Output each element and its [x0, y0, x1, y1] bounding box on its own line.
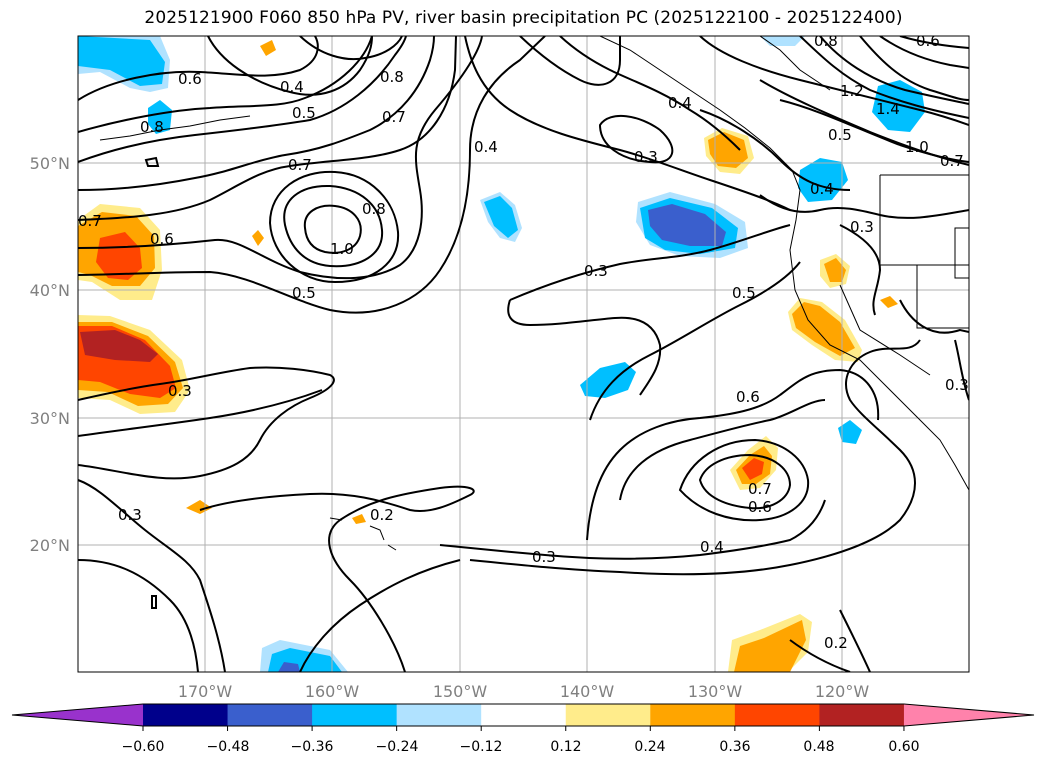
negative-anomaly-region: [78, 36, 165, 86]
contour-label: 0.3: [584, 262, 608, 280]
lon-tick: 130°W: [688, 682, 743, 701]
colorbar-label: −0.24: [376, 739, 419, 755]
colorbar-label: −0.12: [460, 739, 503, 755]
colorbar-segment: [143, 704, 229, 726]
colorbar-label: −0.48: [207, 739, 250, 755]
colorbar-segment: [396, 704, 482, 726]
contour-label: 0.6: [150, 230, 174, 248]
lat-tick: 40°N: [30, 281, 70, 300]
positive-anomaly-region: [792, 302, 855, 356]
colorbar-label: 0.60: [888, 739, 919, 755]
positive-anomaly-region: [96, 232, 142, 280]
colorbar-segment: [312, 704, 398, 726]
negative-anomaly-region: [872, 80, 925, 132]
contour-label: 0.4: [810, 180, 834, 198]
negative-anomaly-region: [484, 196, 518, 238]
contour-label: 0.4: [474, 138, 498, 156]
contour-label: 0.5: [292, 104, 316, 122]
positive-anomaly-region: [260, 40, 276, 56]
colorbar: [11, 703, 1035, 731]
map-title: 2025121900 F060 850 hPa PV, river basin …: [144, 8, 903, 28]
contour-label: 1.2: [840, 82, 864, 100]
negative-anomaly-region: [798, 158, 848, 202]
graticule: [78, 36, 969, 672]
contour-label: 0.3: [945, 376, 969, 394]
contour-label: 0.8: [140, 118, 164, 136]
longitude-ticks: 170°W 160°W 150°W 140°W 130°W 120°W: [178, 682, 870, 701]
positive-anomaly-region: [742, 458, 764, 480]
lon-tick: 150°W: [433, 682, 488, 701]
contour-label: 0.5: [732, 284, 756, 302]
contour-label: 0.2: [370, 506, 394, 524]
negative-anomaly-region: [278, 662, 300, 672]
lon-tick: 120°W: [815, 682, 870, 701]
contour-label: 0.7: [288, 156, 312, 174]
colorbar-segment: [819, 704, 905, 726]
contour-label: 0.6: [736, 388, 760, 406]
pv-contours: [78, 36, 969, 672]
contour-label: 0.3: [634, 148, 658, 166]
colorbar-segment: [903, 704, 1034, 726]
contour-label: 0.4: [280, 78, 304, 96]
contour-label: 0.7: [78, 212, 102, 230]
lon-tick: 160°W: [305, 682, 360, 701]
colorbar-label: −0.60: [122, 739, 165, 755]
colorbar-label: 0.12: [550, 739, 581, 755]
positive-anomaly-region: [880, 296, 898, 308]
positive-anomaly-region: [734, 620, 806, 672]
negative-anomaly-region: [838, 420, 862, 444]
negative-anomaly-region: [648, 204, 726, 246]
lat-tick: 30°N: [30, 409, 70, 428]
contour-label: 0.7: [382, 108, 406, 126]
colorbar-segment: [481, 704, 567, 726]
lat-tick: 50°N: [30, 154, 70, 173]
contour-label: 0.8: [814, 32, 838, 50]
contour-labels: 0.6 0.4 0.5 0.7 0.8 0.4 0.6 0.7 0.8 0.7 …: [78, 32, 969, 652]
precip-shading: [78, 36, 925, 672]
map-frame: [77, 35, 970, 673]
contour-label: 0.6: [748, 498, 772, 516]
contour-label: 0.6: [178, 70, 202, 88]
contour-label: 0.3: [532, 548, 556, 566]
lon-tick: 140°W: [560, 682, 615, 701]
positive-anomaly-region: [708, 132, 748, 168]
contour-label: 0.5: [292, 284, 316, 302]
colorbar-segment: [227, 704, 313, 726]
positive-anomaly-region: [80, 330, 158, 362]
negative-anomaly-region: [580, 362, 636, 398]
coastlines: [99, 36, 969, 609]
colorbar-segment: [12, 704, 143, 726]
colorbar-segment: [734, 704, 820, 726]
contour-label: 1.0: [330, 240, 354, 258]
contour-label: 0.3: [118, 506, 142, 524]
positive-anomaly-region: [352, 514, 366, 524]
contour-label: 0.6: [916, 32, 940, 50]
colorbar-labels: −0.60 −0.48 −0.36 −0.24 −0.12 0.12 0.24 …: [122, 739, 920, 755]
contour-label: 0.3: [168, 382, 192, 400]
colorbar-label: 0.24: [634, 739, 665, 755]
colorbar-segment: [565, 704, 651, 726]
contour-label: 0.4: [700, 538, 724, 556]
contour-label: 1.0: [905, 138, 929, 156]
positive-anomaly-region: [252, 230, 264, 246]
colorbar-label: 0.36: [719, 739, 750, 755]
contour-label: 0.2: [824, 634, 848, 652]
negative-anomaly-region: [148, 100, 172, 134]
colorbar-segment: [650, 704, 736, 726]
contour-label: 0.8: [362, 200, 386, 218]
lon-tick: 170°W: [178, 682, 233, 701]
positive-anomaly-region: [824, 258, 846, 282]
contour-label: 0.7: [940, 152, 964, 170]
latitude-ticks: 50°N 40°N 30°N 20°N: [30, 154, 70, 555]
lat-tick: 20°N: [30, 536, 70, 555]
contour-label: 0.8: [380, 68, 404, 86]
contour-label: 0.3: [850, 218, 874, 236]
contour-label: 0.7: [748, 480, 772, 498]
colorbar-label: 0.48: [803, 739, 834, 755]
colorbar-label: −0.36: [291, 739, 334, 755]
contour-label: 0.5: [828, 126, 852, 144]
contour-label: 1.4: [876, 100, 900, 118]
contour-label: 0.4: [668, 94, 692, 112]
